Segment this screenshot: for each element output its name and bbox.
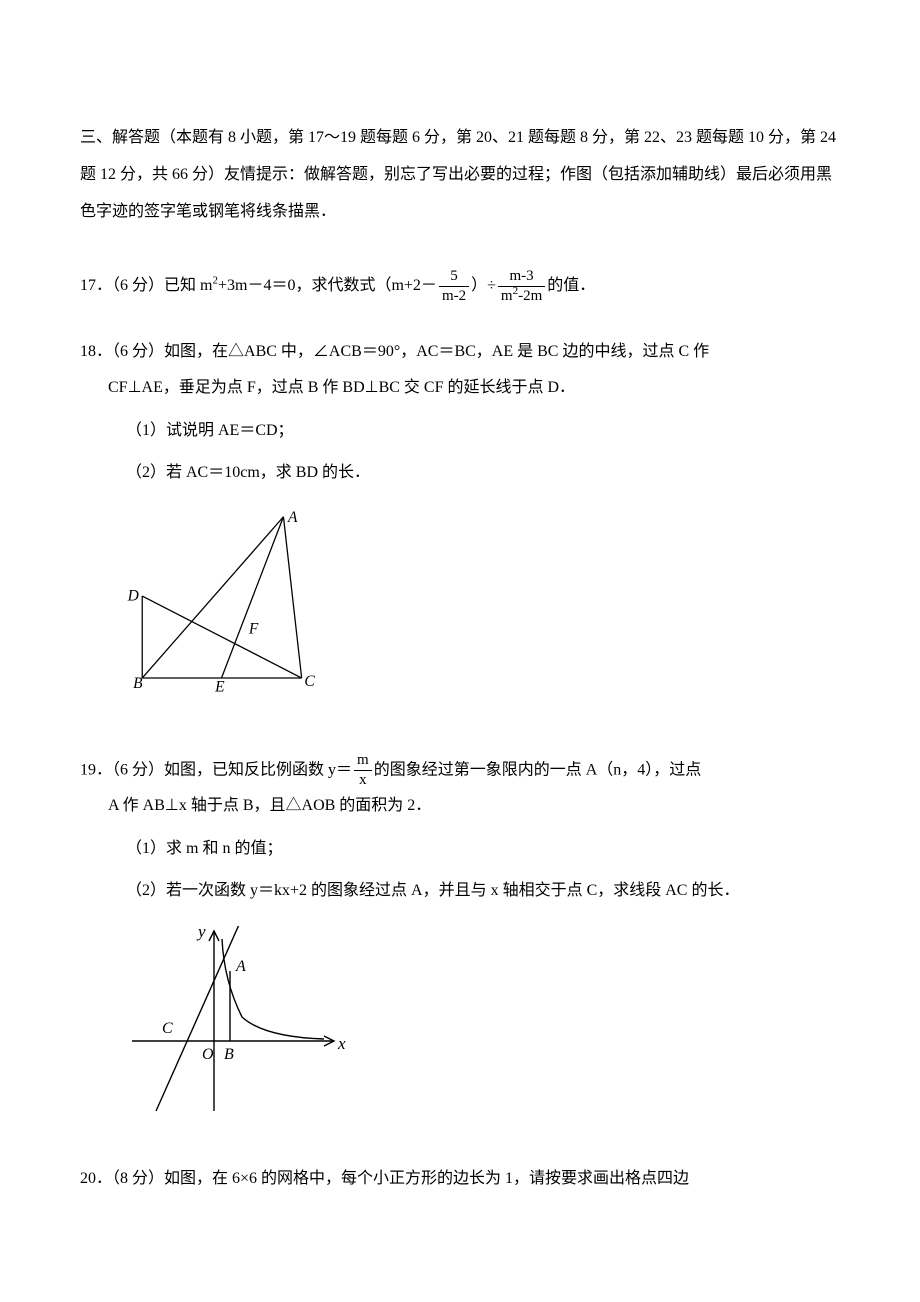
q20-text: 如图，在 6×6 的网格中，每个小正方形的边长为 1，请按要求画出格点四边 bbox=[164, 1170, 689, 1187]
question-17: 17．（6 分）已知 m2+3m－4＝0，求代数式（m+2－ 5 m-2 ）÷ … bbox=[80, 268, 840, 304]
q19-svg: y x O A B C bbox=[124, 921, 354, 1121]
q17-text-a: 已知 m bbox=[164, 277, 212, 294]
q19-number: 19． bbox=[80, 762, 112, 779]
q17-text-b: +3m－4＝0，求代数式（m+2－ bbox=[218, 277, 437, 294]
svg-text:D: D bbox=[127, 587, 139, 604]
q17-frac2-den-b: -2m bbox=[518, 288, 542, 304]
q18-sub1: （1）试说明 AE＝CD； bbox=[80, 415, 840, 447]
q17-number: 17． bbox=[80, 277, 112, 294]
q17-text-c: ）÷ bbox=[471, 277, 496, 294]
svg-text:B: B bbox=[133, 675, 143, 692]
q17-frac1: 5 m-2 bbox=[439, 268, 469, 304]
question-20: 20．（8 分）如图，在 6×6 的网格中，每个小正方形的边长为 1，请按要求画… bbox=[80, 1163, 840, 1195]
q18-figure: A B C D E F bbox=[124, 503, 840, 722]
q19-sub2: （2）若一次函数 y＝kx+2 的图象经过点 A，并且与 x 轴相交于点 C，求… bbox=[80, 875, 840, 907]
q17-frac2-den-a: m bbox=[501, 288, 513, 304]
q17-frac1-den: m-2 bbox=[439, 287, 469, 305]
q17-frac2: m-3 m2-2m bbox=[498, 268, 545, 304]
q20-points: （8 分） bbox=[112, 1170, 164, 1187]
svg-text:E: E bbox=[214, 678, 225, 695]
q19-text-a: 如图，已知反比例函数 y＝ bbox=[164, 762, 352, 779]
svg-text:y: y bbox=[196, 922, 206, 941]
q19-points: （6 分） bbox=[112, 762, 164, 779]
q19-figure: y x O A B C bbox=[124, 921, 840, 1133]
svg-text:F: F bbox=[248, 620, 259, 637]
q17-points: （6 分） bbox=[112, 277, 164, 294]
q19-text-b: 的图象经过第一象限内的一点 A（n，4），过点 bbox=[374, 762, 702, 779]
svg-text:A: A bbox=[287, 509, 298, 526]
q18-svg: A B C D E F bbox=[124, 503, 329, 710]
svg-text:x: x bbox=[337, 1034, 346, 1053]
q17-frac2-num: m-3 bbox=[498, 268, 545, 287]
q18-sub2: （2）若 AC＝10cm，求 BD 的长． bbox=[80, 457, 840, 489]
q17-frac1-num: 5 bbox=[439, 268, 469, 287]
q18-number: 18． bbox=[80, 343, 112, 360]
q17-frac2-den: m2-2m bbox=[498, 287, 545, 305]
q18-line2: CF⊥AE，垂足为点 F，过点 B 作 BD⊥BC 交 CF 的延长线于点 D． bbox=[80, 370, 840, 405]
q19-body: 19．（6 分）如图，已知反比例函数 y＝ m x 的图象经过第一象限内的一点 … bbox=[80, 752, 840, 824]
svg-text:A: A bbox=[235, 958, 246, 975]
svg-text:B: B bbox=[224, 1046, 234, 1063]
question-19: 19．（6 分）如图，已知反比例函数 y＝ m x 的图象经过第一象限内的一点 … bbox=[80, 752, 840, 1134]
svg-text:C: C bbox=[304, 673, 315, 690]
q20-number: 20． bbox=[80, 1170, 112, 1187]
q17-text-d: 的值． bbox=[547, 277, 595, 294]
svg-text:O: O bbox=[202, 1046, 214, 1063]
q18-line1: 如图，在△ABC 中，∠ACB＝90°，AC＝BC，AE 是 BC 边的中线，过… bbox=[164, 343, 709, 360]
q19-sub1: （1）求 m 和 n 的值； bbox=[80, 833, 840, 865]
q19-frac-den: x bbox=[354, 771, 372, 789]
svg-text:C: C bbox=[162, 1020, 173, 1037]
q19-frac: m x bbox=[354, 752, 372, 788]
q19-frac-num: m bbox=[354, 752, 372, 771]
section-heading-text: 三、解答题（本题有 8 小题，第 17～19 题每题 6 分，第 20、21 题… bbox=[80, 129, 836, 220]
q18-points: （6 分） bbox=[112, 343, 164, 360]
q19-line2: A 作 AB⊥x 轴于点 B，且△AOB 的面积为 2． bbox=[80, 788, 840, 823]
question-18: 18．（6 分）如图，在△ABC 中，∠ACB＝90°，AC＝BC，AE 是 B… bbox=[80, 334, 840, 721]
page: 三、解答题（本题有 8 小题，第 17～19 题每题 6 分，第 20、21 题… bbox=[0, 0, 920, 1302]
q18-body: 18．（6 分）如图，在△ABC 中，∠ACB＝90°，AC＝BC，AE 是 B… bbox=[80, 334, 840, 404]
section-heading: 三、解答题（本题有 8 小题，第 17～19 题每题 6 分，第 20、21 题… bbox=[80, 120, 840, 230]
